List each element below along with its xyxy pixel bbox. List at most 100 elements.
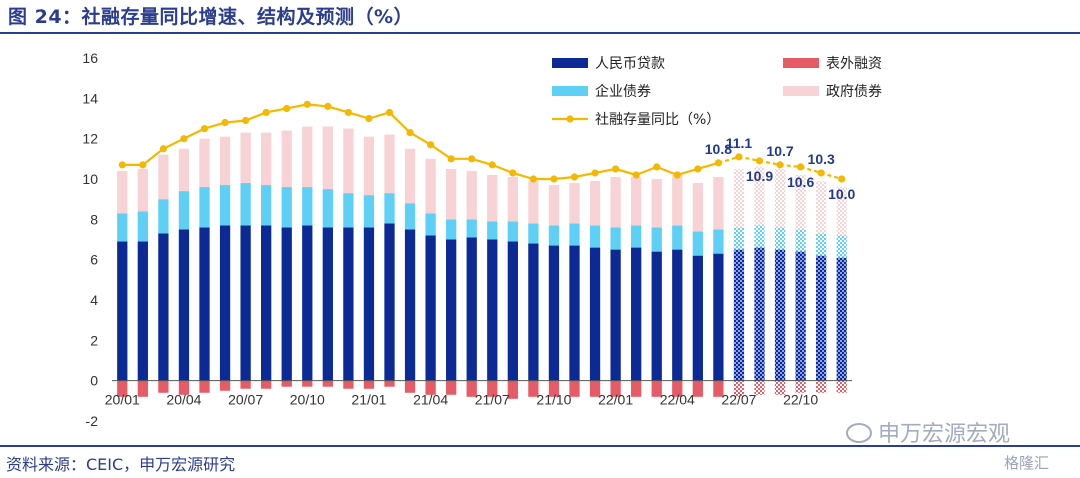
bar-gov-bonds — [384, 134, 395, 194]
x-tick-label: 20/07 — [228, 392, 263, 408]
yoy-point — [468, 155, 476, 163]
bar-loans — [507, 241, 518, 381]
y-tick-label: 6 — [90, 252, 98, 268]
bar-gov-bonds — [404, 148, 416, 204]
bar-outside-financing — [528, 380, 539, 397]
yoy-line — [118, 100, 846, 183]
bar-loans — [528, 243, 539, 381]
yoy-point — [529, 175, 537, 183]
y-tick-label: 4 — [90, 292, 98, 308]
bar-corp-bonds — [322, 189, 333, 228]
bar-outside-financing — [774, 380, 786, 395]
bar-loans — [610, 249, 621, 381]
bar-gov-bonds — [466, 170, 477, 220]
bar-outside-financing — [487, 380, 498, 397]
bar-gov-bonds — [836, 187, 847, 236]
bar-gov-bonds — [589, 181, 601, 226]
x-tick-label: 22/10 — [783, 392, 818, 408]
bar-corp-bonds — [384, 193, 395, 224]
y-tick-label: 2 — [90, 332, 98, 348]
x-tick-label: 20/01 — [105, 392, 140, 408]
yoy-point — [242, 116, 250, 125]
bar-outside-financing — [466, 380, 477, 397]
bar-outside-financing — [425, 380, 436, 395]
yoy-point — [344, 108, 352, 117]
yoy-data-label: 10.7 — [766, 143, 793, 159]
bar-loans — [672, 249, 683, 381]
bar-loans — [240, 225, 251, 381]
bar-outside-financing — [836, 380, 847, 393]
bar-outside-financing — [631, 380, 642, 397]
bar-outside-financing — [548, 380, 560, 397]
bar-corp-bonds — [610, 227, 621, 250]
legend-label: 社融存量同比（%） — [595, 112, 720, 128]
bar-loans — [774, 249, 786, 381]
yoy-point — [591, 169, 599, 177]
bar-outside-financing — [733, 380, 745, 397]
y-tick-label: 12 — [82, 131, 98, 147]
bar-outside-financing — [507, 380, 518, 399]
bar-gov-bonds — [610, 176, 621, 228]
x-axis-ticks: 20/01 20/04 20/07 20/10 21/01 21/04 21/07 21/10… — [105, 392, 819, 408]
watermark-corner: 格隆汇 — [1004, 454, 1050, 472]
watermark-brand-text: 申万宏源宏观 — [878, 422, 1011, 447]
bar-outside-financing — [795, 380, 806, 393]
bar-corp-bonds — [589, 225, 601, 248]
bar-outside-financing — [672, 380, 683, 397]
bar-outside-financing — [446, 380, 457, 395]
bar-loans — [343, 227, 354, 381]
bar-outside-financing — [589, 380, 601, 397]
bar-corp-bonds — [343, 193, 354, 228]
bar-loans — [199, 227, 210, 381]
bar-gov-bonds — [322, 126, 333, 190]
x-tick-label: 21/04 — [413, 392, 448, 408]
bar-loans — [261, 225, 272, 381]
x-tick-label: 22/01 — [598, 392, 633, 408]
yoy-point — [221, 118, 229, 127]
bar-outside-financing — [404, 380, 416, 393]
bar-gov-bonds — [713, 176, 724, 230]
yoy-point — [735, 153, 743, 161]
y-tick-label: 16 — [82, 50, 98, 66]
bar-gov-bonds — [569, 183, 580, 224]
bar-outside-financing — [569, 380, 580, 397]
bar-corp-bonds — [363, 195, 375, 228]
bar-loans — [117, 241, 128, 381]
bar-gov-bonds — [117, 170, 128, 214]
yoy-point — [139, 161, 147, 169]
yoy-point — [570, 173, 579, 181]
yoy-point — [509, 169, 517, 177]
yoy-point — [385, 108, 394, 117]
yoy-point — [817, 169, 825, 177]
wechat-icon — [846, 423, 872, 443]
legend-swatch — [783, 58, 819, 68]
yoy-data-label: 10.3 — [808, 151, 835, 167]
bar-outside-financing — [713, 380, 724, 397]
bar-gov-bonds — [733, 168, 745, 228]
bar-corp-bonds — [569, 223, 580, 246]
bar-corp-bonds — [795, 229, 806, 252]
bar-gov-bonds — [425, 158, 436, 214]
bar-outside-financing — [178, 380, 190, 395]
bar-corp-bonds — [466, 219, 477, 238]
bar-gov-bonds — [795, 174, 806, 230]
bar-loans — [363, 227, 375, 381]
yoy-point — [714, 159, 722, 167]
yoy-point — [612, 165, 620, 173]
bar-corp-bonds — [261, 185, 272, 226]
x-tick-label: 22/07 — [721, 392, 756, 408]
yoy-point — [755, 157, 764, 165]
bar-outside-financing — [322, 380, 333, 387]
bar-corp-bonds — [240, 183, 251, 226]
bar-outside-financing — [219, 380, 231, 391]
bar-gov-bonds — [240, 132, 251, 184]
y-tick-label: 14 — [82, 90, 98, 106]
bar-loans — [404, 229, 416, 381]
yoy-point — [324, 102, 332, 110]
bar-loans — [631, 247, 642, 381]
bar-outside-financing — [610, 380, 621, 397]
bar-gov-bonds — [651, 179, 662, 228]
bar-outside-financing — [199, 380, 210, 393]
